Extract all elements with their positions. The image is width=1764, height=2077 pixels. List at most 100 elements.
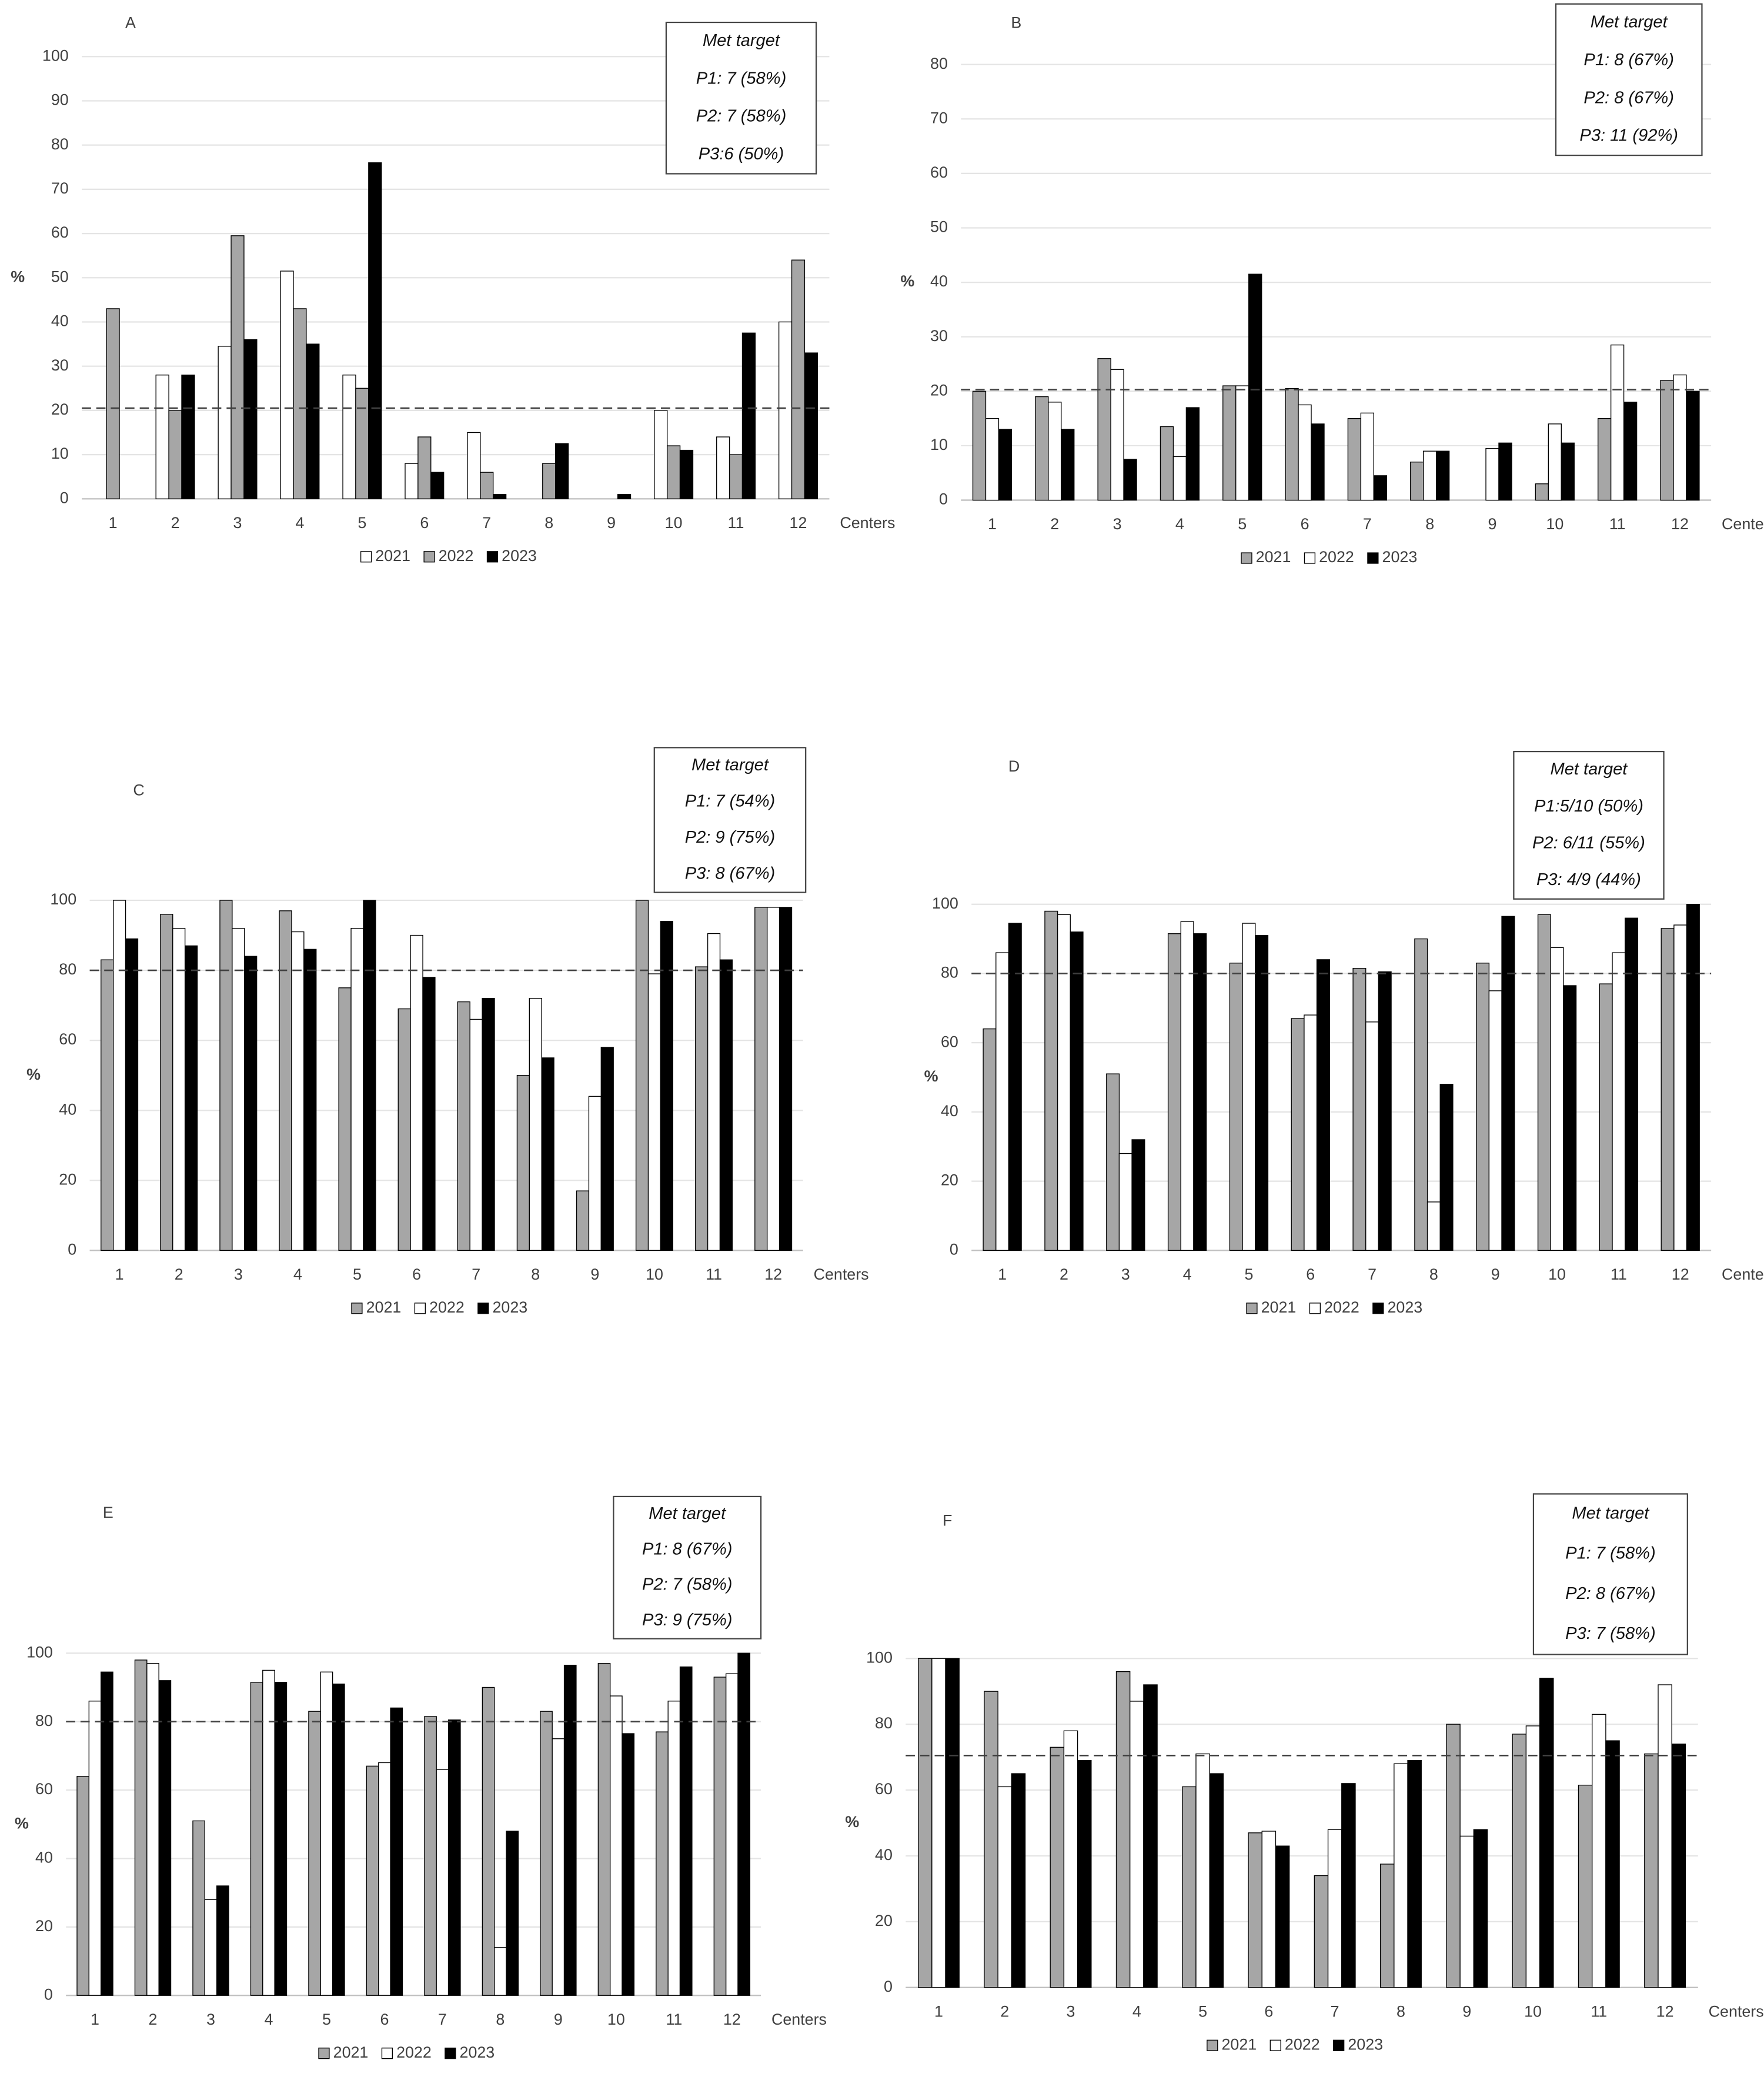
- bar: [737, 1652, 751, 1996]
- legend-swatch: [1241, 552, 1252, 564]
- bar: [1625, 917, 1639, 1251]
- x-tick-label: 1: [988, 515, 997, 533]
- bar: [1423, 450, 1437, 501]
- bar: [622, 1733, 635, 1996]
- bar: [1130, 1701, 1144, 1988]
- bar: [540, 1711, 553, 1996]
- bar: [1261, 1831, 1277, 1988]
- bar: [1539, 1678, 1554, 1988]
- x-tick-label: 12: [1656, 2002, 1674, 2020]
- bar: [617, 494, 632, 499]
- legend-swatch: [1269, 2039, 1281, 2051]
- bar: [1535, 483, 1549, 501]
- bar: [1182, 1786, 1197, 1988]
- x-axis-label: Centers: [1709, 2002, 1764, 2020]
- bar: [405, 463, 419, 499]
- x-tick-label: 1: [91, 2011, 99, 2028]
- legend-label: 2022: [429, 1298, 465, 1316]
- bar: [216, 1885, 229, 1996]
- y-axis-label: %: [845, 1813, 859, 1831]
- x-tick-label: 5: [322, 2011, 331, 2028]
- bar: [1605, 1740, 1620, 1988]
- bar: [1435, 450, 1450, 501]
- legend-label: 2022: [439, 547, 474, 565]
- x-tick-label: 9: [1491, 1265, 1500, 1283]
- bar: [1255, 935, 1269, 1251]
- annotation-line: P3: 11 (92%): [1579, 126, 1678, 145]
- annotation-title: Met target: [649, 1504, 727, 1523]
- x-tick-label: 9: [554, 2011, 563, 2028]
- x-tick-label: 9: [1488, 515, 1497, 533]
- legend-swatch: [486, 551, 499, 563]
- bar: [232, 927, 245, 1251]
- bar: [1373, 475, 1387, 501]
- bar: [1410, 462, 1424, 501]
- bar: [597, 1663, 611, 1996]
- x-tick-label: 5: [353, 1265, 362, 1283]
- bar: [158, 1680, 172, 1996]
- bar: [1550, 947, 1564, 1251]
- y-tick-label: 20: [59, 1170, 76, 1188]
- x-tick-label: 7: [472, 1265, 480, 1283]
- y-tick-label: 100: [932, 894, 958, 912]
- bar: [390, 1707, 403, 1996]
- y-tick-label: 90: [51, 91, 69, 109]
- y-axis-label: %: [15, 1814, 29, 1832]
- bar: [291, 931, 305, 1251]
- bar: [469, 1019, 483, 1251]
- bar: [1008, 923, 1022, 1251]
- bar: [707, 933, 721, 1251]
- y-tick-label: 40: [51, 312, 69, 330]
- annotation-line: P1: 7 (58%): [696, 69, 787, 88]
- bar: [542, 463, 556, 499]
- x-tick-label: 5: [1238, 515, 1247, 533]
- bar: [713, 1677, 727, 1996]
- bar: [181, 375, 195, 499]
- annotation-line: P3: 8 (67%): [685, 864, 776, 883]
- annotation-line: P1: 7 (58%): [1565, 1544, 1656, 1563]
- y-tick-label: 0: [950, 1240, 958, 1258]
- x-tick-label: 3: [233, 514, 242, 532]
- bar: [378, 1762, 391, 1996]
- legend-label: 2023: [1387, 1298, 1422, 1316]
- bar: [422, 977, 436, 1251]
- y-tick-label: 60: [35, 1780, 53, 1798]
- annotation-line: P1:5/10 (50%): [1534, 797, 1643, 816]
- x-tick-label: 11: [1611, 1265, 1627, 1283]
- legend-swatch: [445, 2048, 456, 2059]
- x-tick-label: 9: [590, 1265, 599, 1283]
- bar: [576, 1190, 590, 1251]
- bar: [350, 927, 364, 1251]
- x-tick-label: 3: [1113, 515, 1122, 533]
- bar: [1011, 1773, 1026, 1988]
- annotation-line: P1: 8 (67%): [1583, 51, 1674, 69]
- bar: [1110, 369, 1124, 501]
- bar: [1077, 1760, 1092, 1988]
- annotation-line: P2: 7 (58%): [696, 107, 787, 126]
- bar: [1131, 1139, 1145, 1251]
- bar: [320, 1671, 333, 1996]
- bar: [1311, 423, 1325, 501]
- x-tick-label: 5: [1198, 2002, 1207, 2020]
- x-tick-label: 11: [706, 1265, 722, 1283]
- legend-swatch: [1333, 2039, 1345, 2051]
- x-tick-label: 4: [1183, 1265, 1192, 1283]
- x-tick-label: 2: [1000, 2002, 1009, 2020]
- bar: [610, 1695, 623, 1996]
- x-tick-label: 1: [115, 1265, 124, 1283]
- bar: [917, 1658, 933, 1988]
- bar: [1048, 402, 1062, 501]
- annotation-title: Met target: [1550, 760, 1628, 779]
- bar: [1118, 1153, 1132, 1251]
- bar: [88, 1701, 102, 1996]
- y-tick-label: 40: [875, 1846, 893, 1864]
- bar: [168, 410, 182, 499]
- y-tick-label: 80: [35, 1712, 53, 1729]
- bar: [1439, 1084, 1454, 1251]
- bar: [998, 429, 1013, 501]
- bar: [230, 235, 245, 499]
- y-tick-label: 20: [51, 400, 69, 418]
- y-tick-label: 30: [930, 327, 948, 345]
- annotation-line: P3: 7 (58%): [1565, 1624, 1656, 1643]
